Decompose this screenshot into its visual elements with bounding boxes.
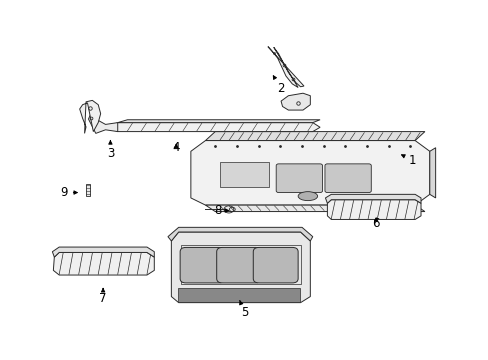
Polygon shape — [220, 162, 268, 187]
Text: 5: 5 — [239, 301, 248, 319]
Ellipse shape — [298, 192, 317, 201]
Polygon shape — [177, 288, 299, 302]
Text: 1: 1 — [401, 154, 416, 167]
Polygon shape — [429, 148, 435, 198]
Polygon shape — [325, 194, 420, 203]
Text: 3: 3 — [106, 141, 114, 159]
Polygon shape — [80, 100, 101, 134]
Polygon shape — [267, 46, 304, 87]
FancyBboxPatch shape — [276, 164, 322, 193]
Polygon shape — [167, 227, 312, 241]
FancyBboxPatch shape — [180, 247, 224, 283]
Text: 4: 4 — [172, 141, 180, 154]
Polygon shape — [118, 120, 320, 123]
Polygon shape — [205, 132, 424, 140]
Polygon shape — [327, 200, 420, 220]
Polygon shape — [171, 232, 310, 303]
Polygon shape — [53, 252, 154, 275]
Polygon shape — [52, 247, 154, 257]
FancyBboxPatch shape — [216, 247, 261, 283]
Text: 9: 9 — [60, 186, 77, 199]
Polygon shape — [88, 114, 118, 134]
FancyBboxPatch shape — [253, 247, 298, 283]
Polygon shape — [108, 123, 320, 132]
Polygon shape — [205, 205, 424, 212]
Polygon shape — [86, 184, 90, 196]
Text: 6: 6 — [372, 216, 379, 230]
Polygon shape — [190, 140, 429, 205]
Text: 8: 8 — [214, 204, 228, 217]
Polygon shape — [281, 93, 310, 110]
Text: 7: 7 — [99, 289, 106, 305]
FancyBboxPatch shape — [325, 164, 370, 193]
Text: 2: 2 — [273, 76, 284, 95]
